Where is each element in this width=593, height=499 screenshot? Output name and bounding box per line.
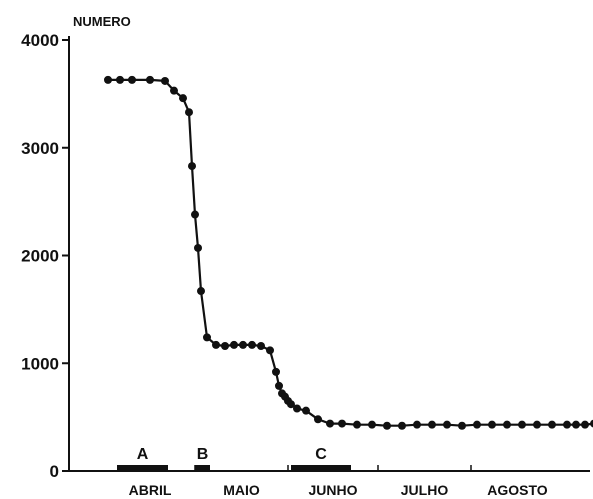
- data-point: [230, 340, 238, 349]
- data-point: [203, 333, 211, 342]
- data-point: [473, 420, 481, 429]
- data-points: [104, 75, 593, 430]
- x-category-label: AGOSTO: [487, 482, 548, 498]
- data-point: [275, 381, 283, 390]
- data-point: [353, 420, 361, 429]
- annotation-label-b: B: [197, 446, 209, 463]
- data-point: [326, 419, 334, 428]
- y-tick-label: 1000: [21, 354, 59, 373]
- data-point: [257, 342, 265, 351]
- data-point: [302, 406, 310, 415]
- data-point: [185, 108, 193, 117]
- data-point: [563, 420, 571, 429]
- data-point: [128, 75, 136, 84]
- data-point: [116, 75, 124, 84]
- data-point: [266, 346, 274, 355]
- annotation-label-a: A: [137, 446, 149, 463]
- data-point: [488, 420, 496, 429]
- annotation-bars: [117, 465, 351, 471]
- data-point: [146, 75, 154, 84]
- series-line-layer: [108, 78, 593, 427]
- data-point: [518, 420, 526, 429]
- series-line: [108, 78, 593, 427]
- data-point: [548, 420, 556, 429]
- data-point: [188, 162, 196, 171]
- x-category-label: ABRIL: [129, 482, 172, 498]
- data-point: [413, 420, 421, 429]
- data-point: [443, 420, 451, 429]
- data-point: [179, 94, 187, 103]
- data-point: [197, 287, 205, 296]
- x-category-label: MAIO: [223, 482, 260, 498]
- chart-text: 0 1000 2000 3000 4000 NUMERO ABRIL MAIO JUNHO JUL…: [21, 14, 548, 498]
- data-point: [161, 76, 169, 85]
- data-point: [212, 340, 220, 349]
- data-point: [104, 75, 112, 84]
- axes: [62, 36, 590, 472]
- data-point: [458, 421, 466, 430]
- data-point: [368, 420, 376, 429]
- annotation-label-c: C: [315, 446, 327, 463]
- data-point: [590, 419, 593, 428]
- data-point: [338, 419, 346, 428]
- y-tick-label: 0: [50, 462, 59, 481]
- y-tick-label: 3000: [21, 139, 59, 158]
- data-point: [572, 420, 580, 429]
- y-tick-label: 2000: [21, 247, 59, 266]
- data-point: [314, 415, 322, 424]
- x-category-label: JUNHO: [308, 482, 357, 498]
- data-point: [287, 400, 295, 409]
- data-point: [248, 340, 256, 349]
- annotation-bar-a: [117, 465, 168, 471]
- data-point: [194, 243, 202, 252]
- data-point: [170, 86, 178, 95]
- x-category-label: JULHO: [401, 482, 449, 498]
- data-point: [581, 420, 589, 429]
- data-point: [503, 420, 511, 429]
- data-point: [293, 404, 301, 413]
- y-axis-label: NUMERO: [73, 14, 131, 29]
- data-point: [398, 421, 406, 430]
- data-point: [533, 420, 541, 429]
- data-point: [239, 340, 247, 349]
- data-point: [383, 421, 391, 430]
- data-point: [272, 367, 280, 376]
- data-point: [221, 342, 229, 351]
- annotation-bar-c: [291, 465, 351, 471]
- data-point: [191, 210, 199, 219]
- data-point: [428, 420, 436, 429]
- y-tick-label: 4000: [21, 31, 59, 50]
- annotation-bar-b: [195, 465, 210, 471]
